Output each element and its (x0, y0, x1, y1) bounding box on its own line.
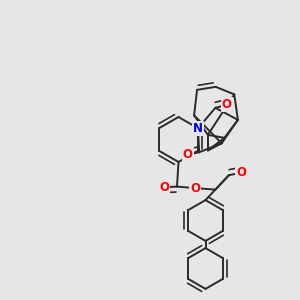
Text: O: O (190, 182, 200, 195)
Text: O: O (183, 148, 193, 161)
Text: O: O (159, 181, 170, 194)
Text: N: N (193, 122, 203, 135)
Text: O: O (236, 166, 246, 179)
Text: O: O (222, 98, 232, 111)
